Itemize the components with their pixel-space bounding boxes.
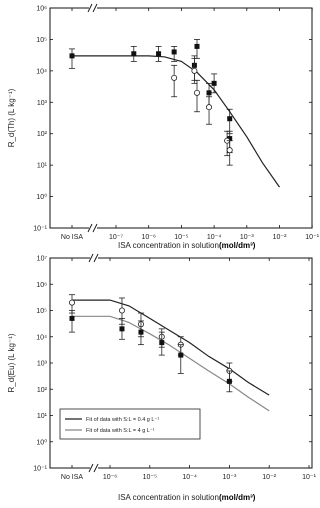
data-point-square <box>227 116 233 122</box>
y-axis-label: R_d(Th) (L kg⁻¹) <box>7 88 16 147</box>
y-tick-label: 10⁰ <box>36 193 47 201</box>
axis-break-mark <box>88 463 94 473</box>
x-tick-label: 10⁻⁶ <box>142 234 156 241</box>
axis-break-mark <box>92 3 98 13</box>
x-tick-label: 10⁻¹ <box>302 474 316 481</box>
x-axis-label: ISA concentration in solution(mol/dm³) <box>118 241 256 250</box>
axis-break-mark <box>93 253 99 263</box>
data-point-square <box>206 90 212 96</box>
y-tick-label: 10³ <box>37 100 48 107</box>
data-point-square <box>138 329 144 335</box>
legend-entry: Fit of data with S:L = 0.4 g L⁻¹ <box>86 417 159 423</box>
data-point-circle <box>69 299 76 306</box>
legend-box <box>59 408 201 440</box>
data-point-square <box>69 315 75 321</box>
axis-break-gap <box>90 464 98 472</box>
axis-break-gap <box>89 4 97 12</box>
x-axis-label-unit: (mol/dm³) <box>219 241 256 250</box>
x-tick-label: 10⁻² <box>273 234 287 241</box>
x-tick-label: 10⁻³ <box>240 234 254 241</box>
fit-curve-1 <box>72 55 280 188</box>
data-point-circle <box>226 147 233 154</box>
bottom-panel: No ISA 10⁻⁶ 10⁻⁵ 10⁻⁴ 10⁻³ 10⁻² 10⁻¹ 10⁻¹ 10⁰ 10¹… <box>7 253 317 502</box>
top-panel: No ISA 10⁻⁷ 10⁻⁶ 10⁻⁵ 10⁻⁴ 10⁻³ 10⁻² 10⁻¹ 10⁻¹ 10… <box>7 3 320 250</box>
x-axis-label-text: ISA concentration in solution <box>118 493 219 502</box>
y-tick-label: 10⁷ <box>37 256 48 263</box>
x-tick-label: 10⁻¹ <box>305 234 319 241</box>
data-point-circle <box>194 89 201 96</box>
data-point-circle <box>206 104 213 111</box>
data-point-circle <box>118 307 125 314</box>
data-point-square <box>178 352 184 358</box>
axis-break-mark <box>93 463 99 473</box>
y-tick-label: 10¹ <box>37 163 48 170</box>
y-tick-label: 10⁵ <box>36 308 47 315</box>
x-tick-label: 10⁻² <box>262 474 276 481</box>
data-point-square <box>156 51 162 57</box>
data-point-square <box>119 326 125 332</box>
x-axis-label: ISA concentration in solution(mol/dm³) <box>118 493 256 502</box>
fit-curve-2 <box>72 315 270 412</box>
x-tick-label: 10⁻⁴ <box>182 474 197 481</box>
data-point-square <box>211 80 217 86</box>
y-tick-label: 10⁻¹ <box>33 466 47 473</box>
y-tick-label: 10³ <box>37 361 48 368</box>
x-axis-label-unit: (mol/dm³) <box>219 493 256 502</box>
y-tick-label: 10⁶ <box>36 6 47 13</box>
x-tick-label: 10⁻⁷ <box>109 234 123 241</box>
y-tick-label: 10⁴ <box>36 68 47 75</box>
plot-frame <box>49 7 313 229</box>
data-point-square <box>227 136 233 142</box>
data-point-circle <box>191 67 198 74</box>
axis-break-mark <box>87 3 93 13</box>
x-tick-label: 10⁻³ <box>222 474 236 481</box>
data-point-square <box>159 340 165 346</box>
data-point-square <box>171 49 177 55</box>
y-tick-label: 10² <box>37 131 48 138</box>
y-tick-label: 10⁻¹ <box>33 226 47 233</box>
data-point-square <box>69 53 75 59</box>
x-tick-label: No ISA <box>61 234 84 241</box>
x-tick-label: 10⁻⁵ <box>174 234 188 241</box>
y-tick-label: 10⁰ <box>36 438 47 446</box>
y-tick-label: 10² <box>37 387 48 394</box>
y-tick-label: 10⁵ <box>36 37 47 44</box>
axis-break-mark <box>87 223 93 233</box>
y-tick-label: 10⁴ <box>36 334 47 341</box>
y-tick-label: 10¹ <box>37 413 48 420</box>
x-tick-label: 10⁻⁶ <box>103 474 117 481</box>
y-tick-label: 10⁶ <box>36 282 47 289</box>
x-tick-label: 10⁻⁴ <box>207 234 222 241</box>
data-point-square <box>194 43 200 49</box>
x-tick-label: No ISA <box>61 474 84 481</box>
data-point-circle <box>171 74 178 81</box>
legend-entry: Fit of data with S:L = 4 g L⁻¹ <box>86 428 155 434</box>
data-point-square <box>226 378 232 384</box>
axis-break-gap <box>90 254 98 262</box>
axis-break-mark <box>88 253 94 263</box>
x-axis-label-text: ISA concentration in solution <box>118 241 219 250</box>
y-axis-label: R_d(Eu) (L kg⁻¹) <box>7 333 16 392</box>
x-tick-label: 10⁻⁵ <box>143 474 157 481</box>
fit-curve-1 <box>72 299 270 396</box>
axis-break-gap <box>89 224 97 232</box>
axis-break-mark <box>92 223 98 233</box>
data-point-square <box>131 51 137 57</box>
